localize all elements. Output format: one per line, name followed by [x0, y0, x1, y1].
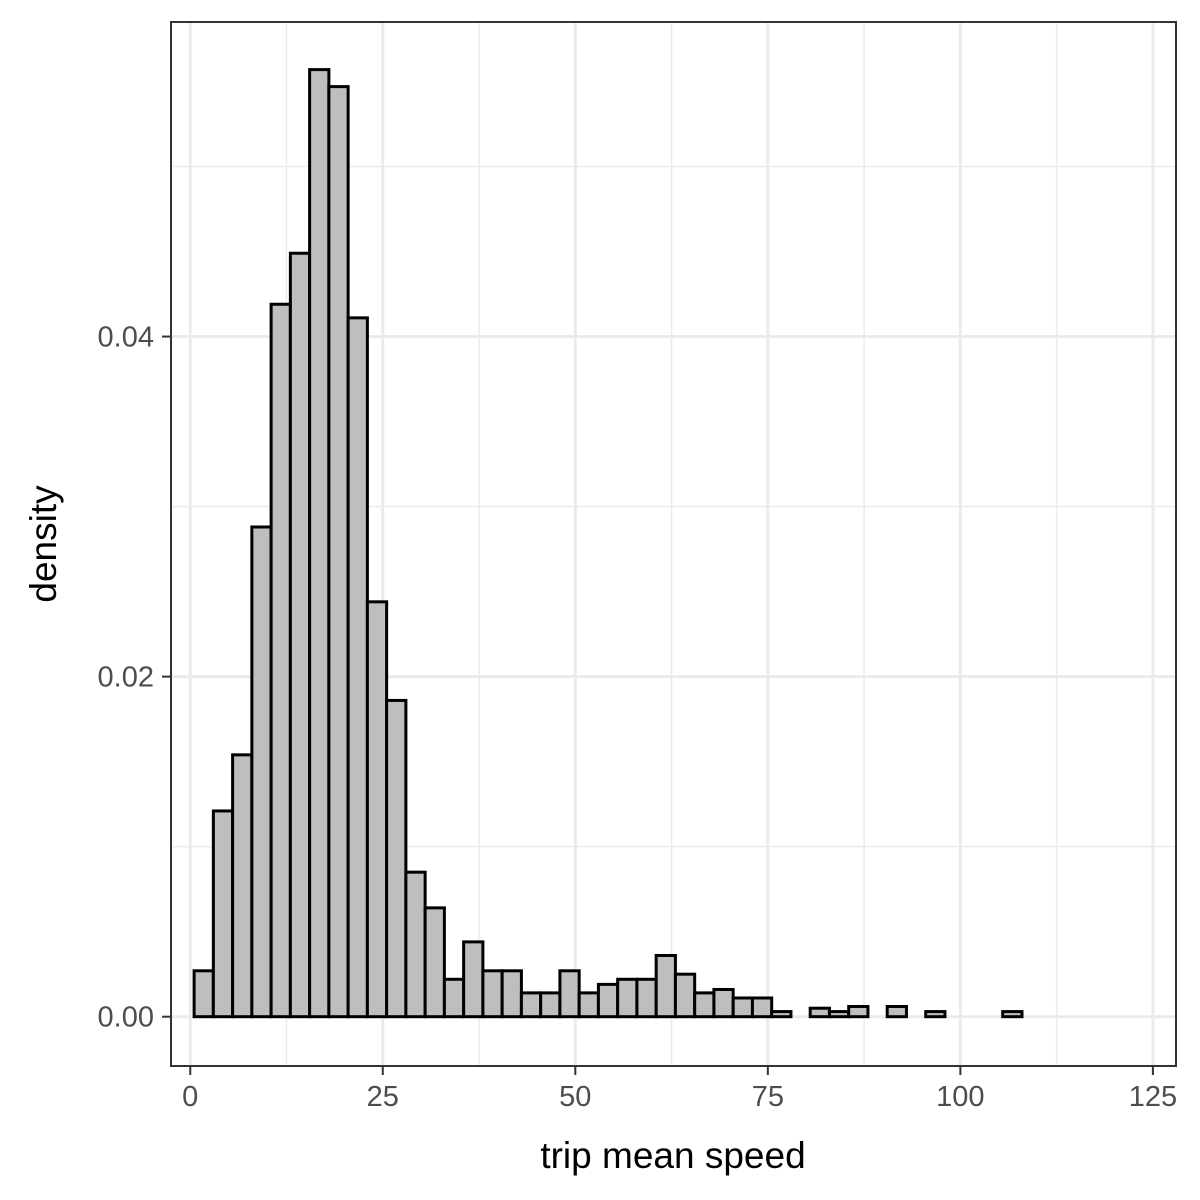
y-tick-label: 0.00 — [98, 1002, 154, 1034]
histogram-bar — [308, 68, 331, 1019]
x-tick-label: 100 — [936, 1081, 984, 1113]
histogram-bar — [442, 977, 466, 1019]
histogram-bar — [654, 953, 677, 1019]
panel-border — [170, 21, 1177, 1067]
histogram-bar — [731, 996, 754, 1019]
x-tick-label: 75 — [752, 1081, 784, 1113]
x-tick-label: 25 — [367, 1081, 399, 1113]
histogram-bar — [847, 1004, 870, 1019]
y-axis: 0.00 0.02 0.04 — [98, 322, 171, 1034]
histogram-bar — [385, 698, 408, 1019]
histogram-bar — [827, 1010, 851, 1019]
x-tick-label: 0 — [182, 1081, 198, 1113]
histogram-bar — [1001, 1010, 1024, 1019]
histogram-bar — [693, 991, 716, 1019]
histogram-bar — [808, 1006, 831, 1019]
histogram-bars — [192, 68, 1024, 1019]
histogram-bar — [500, 969, 523, 1019]
histogram-bar — [885, 1004, 908, 1019]
y-tick-label: 0.04 — [98, 322, 154, 354]
histogram-bar — [365, 600, 389, 1019]
histogram-bar — [539, 991, 562, 1019]
histogram-bar — [481, 969, 504, 1019]
histogram-bar — [558, 969, 581, 1019]
histogram-bar — [211, 809, 235, 1019]
histogram-bar — [635, 977, 658, 1019]
histogram-bar — [616, 977, 639, 1019]
histogram-bar — [924, 1010, 947, 1019]
histogram-bar — [596, 982, 620, 1019]
x-tick-label: 125 — [1129, 1081, 1177, 1113]
histogram-bar — [673, 972, 697, 1019]
histogram-bar — [577, 991, 600, 1019]
x-axis: 0 25 50 75 100 125 — [182, 1066, 1177, 1113]
x-tick-label: 50 — [559, 1081, 591, 1113]
histogram-bar — [192, 969, 215, 1019]
histogram-bar — [404, 870, 427, 1019]
y-axis-title: density — [23, 485, 64, 603]
histogram-bar — [231, 753, 254, 1019]
histogram-bar — [423, 906, 446, 1019]
y-tick-label: 0.02 — [98, 662, 154, 694]
histogram-bar — [288, 251, 312, 1019]
histogram-bar — [519, 991, 543, 1019]
histogram-bar — [250, 525, 273, 1019]
histogram-bar — [462, 940, 485, 1019]
histogram-bar — [269, 302, 292, 1019]
histogram-bar — [770, 1010, 793, 1019]
histogram-bar — [750, 996, 774, 1019]
x-axis-title: trip mean speed — [540, 1135, 805, 1176]
histogram-bar — [712, 987, 735, 1019]
histogram-bar — [346, 316, 369, 1019]
histogram-bar — [327, 85, 350, 1019]
